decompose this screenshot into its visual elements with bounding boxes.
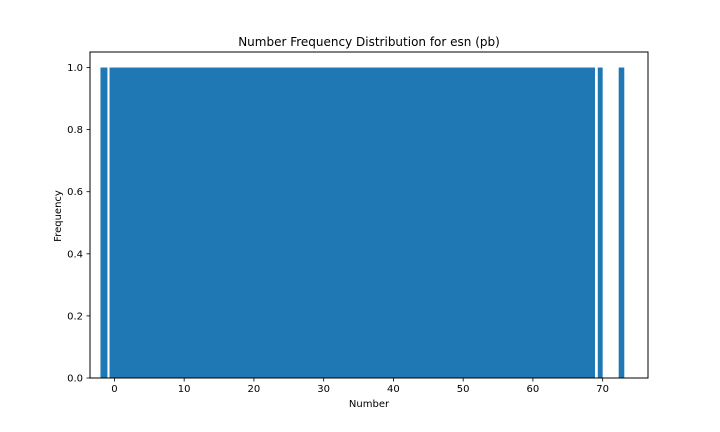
x-tick-label: 40 [387,384,400,395]
bar-3 [618,67,625,379]
x-tick-label: 50 [457,384,470,395]
x-tick-label: 10 [178,384,191,395]
bar-0 [100,67,108,379]
y-tick-label: 0.6 [67,187,83,198]
chart-title: Number Frequency Distribution for esn (p… [238,35,500,49]
y-tick-label: 0.4 [67,249,83,260]
bars-group [100,67,625,379]
x-tick-label: 70 [596,384,609,395]
plot-frame [89,51,649,379]
x-tick-label: 60 [527,384,540,395]
x-axis-label: Number [349,399,390,410]
bar-2 [597,67,603,379]
x-tick-label: 30 [317,384,330,395]
y-tick-label: 0.8 [67,125,83,136]
x-tick-label: 20 [248,384,261,395]
bar-1 [109,67,595,379]
x-tick-label: 0 [111,384,117,395]
x-axis-ticks: 0 10 20 30 40 50 60 70 [111,378,609,395]
y-axis-ticks: 0.0 0.2 0.4 0.6 0.8 1.0 [67,63,90,385]
y-tick-label: 0.0 [67,374,83,385]
y-tick-label: 1.0 [67,63,83,74]
y-axis-label: Frequency [53,190,64,242]
y-tick-label: 0.2 [67,311,83,322]
